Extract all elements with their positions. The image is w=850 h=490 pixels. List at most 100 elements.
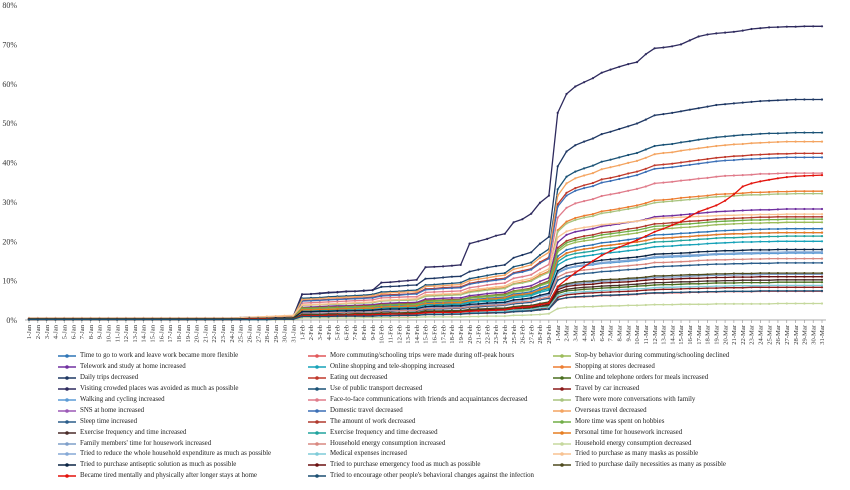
data-point	[653, 283, 656, 287]
data-point	[609, 230, 612, 233]
data-point	[671, 221, 674, 224]
x-tick-label: 27-Feb	[528, 324, 535, 343]
legend-label: Household energy consumption increased	[330, 439, 446, 447]
data-point	[556, 298, 559, 301]
data-point	[776, 272, 780, 275]
data-point	[389, 307, 392, 311]
data-point	[697, 107, 700, 110]
data-point	[600, 254, 603, 257]
data-point	[530, 263, 533, 266]
data-point	[556, 241, 559, 244]
data-point	[715, 32, 718, 35]
data-point	[353, 301, 357, 304]
legend-label: Shopping at stores decreased	[575, 363, 655, 371]
data-point	[635, 122, 639, 125]
data-point	[803, 275, 806, 278]
data-point	[538, 253, 542, 257]
data-point	[794, 231, 797, 234]
data-point	[151, 318, 154, 321]
data-point	[706, 282, 709, 285]
data-point	[750, 153, 753, 157]
data-point	[327, 296, 330, 299]
data-point	[336, 307, 339, 311]
data-point	[327, 302, 330, 305]
data-point	[486, 266, 489, 269]
data-point	[591, 305, 595, 308]
data-point	[653, 291, 656, 294]
data-point	[609, 284, 612, 287]
legend-item: Tried to purchase daily necessities as m…	[553, 461, 843, 469]
data-point	[653, 288, 656, 291]
data-point	[591, 181, 595, 185]
data-point	[415, 312, 418, 315]
data-point	[794, 156, 797, 159]
data-point	[759, 191, 762, 194]
data-point	[759, 228, 762, 231]
data-point	[706, 263, 709, 266]
data-point	[635, 258, 639, 261]
data-point	[583, 248, 586, 251]
data-point	[609, 250, 612, 253]
data-point	[741, 158, 744, 161]
data-point	[353, 305, 357, 308]
data-point	[627, 268, 630, 271]
data-point	[574, 177, 577, 180]
data-point	[759, 216, 762, 219]
x-tick-label: 5-Feb	[335, 324, 342, 340]
data-point	[530, 313, 533, 316]
x-tick-label: 23-Jan	[220, 324, 227, 342]
legend-item: Eating out decreased	[308, 374, 553, 382]
data-point	[591, 279, 595, 283]
data-point	[679, 275, 683, 278]
data-point	[503, 278, 506, 281]
data-point	[609, 193, 612, 196]
data-point	[662, 224, 665, 227]
data-point	[512, 290, 515, 293]
data-point	[635, 244, 639, 247]
data-point	[644, 224, 647, 227]
data-point	[741, 236, 744, 239]
data-point	[706, 234, 709, 237]
data-point	[759, 27, 762, 30]
legend-label: Tried to reduce the whole household expe…	[80, 450, 272, 458]
data-point	[521, 281, 524, 285]
data-point	[512, 294, 515, 297]
data-point	[521, 306, 524, 309]
data-point	[688, 303, 691, 306]
legend-swatch-icon	[553, 441, 571, 446]
data-point	[503, 308, 506, 311]
data-point	[574, 170, 577, 173]
data-point	[812, 231, 815, 234]
data-point	[768, 193, 771, 196]
data-point	[353, 295, 357, 298]
data-point	[732, 284, 736, 287]
legend-label: Stop-by behavior during commuting/school…	[575, 352, 730, 360]
data-point	[627, 288, 630, 291]
data-point	[468, 294, 471, 297]
legend-swatch-icon	[553, 409, 571, 413]
data-point	[688, 287, 691, 290]
data-point	[776, 275, 780, 278]
legend-swatch-icon	[58, 387, 76, 391]
data-point	[688, 198, 691, 201]
data-point	[574, 218, 577, 222]
data-point	[336, 290, 339, 294]
data-point	[547, 194, 551, 197]
data-point	[521, 314, 524, 317]
legend-swatch-icon	[58, 463, 76, 468]
x-tick-label: 15-Jan	[150, 324, 157, 342]
data-point	[265, 318, 268, 321]
data-point	[812, 302, 815, 305]
data-point	[318, 299, 321, 302]
data-point	[468, 312, 471, 315]
data-point	[653, 114, 656, 117]
data-point	[785, 207, 788, 211]
legend-item: Tried to purchase emergency food as much…	[308, 461, 553, 469]
data-point	[724, 210, 727, 213]
data-point	[671, 236, 674, 239]
data-point	[671, 291, 674, 294]
data-point	[512, 307, 515, 310]
data-point	[785, 192, 788, 196]
data-point	[353, 297, 357, 300]
data-point	[318, 303, 321, 306]
